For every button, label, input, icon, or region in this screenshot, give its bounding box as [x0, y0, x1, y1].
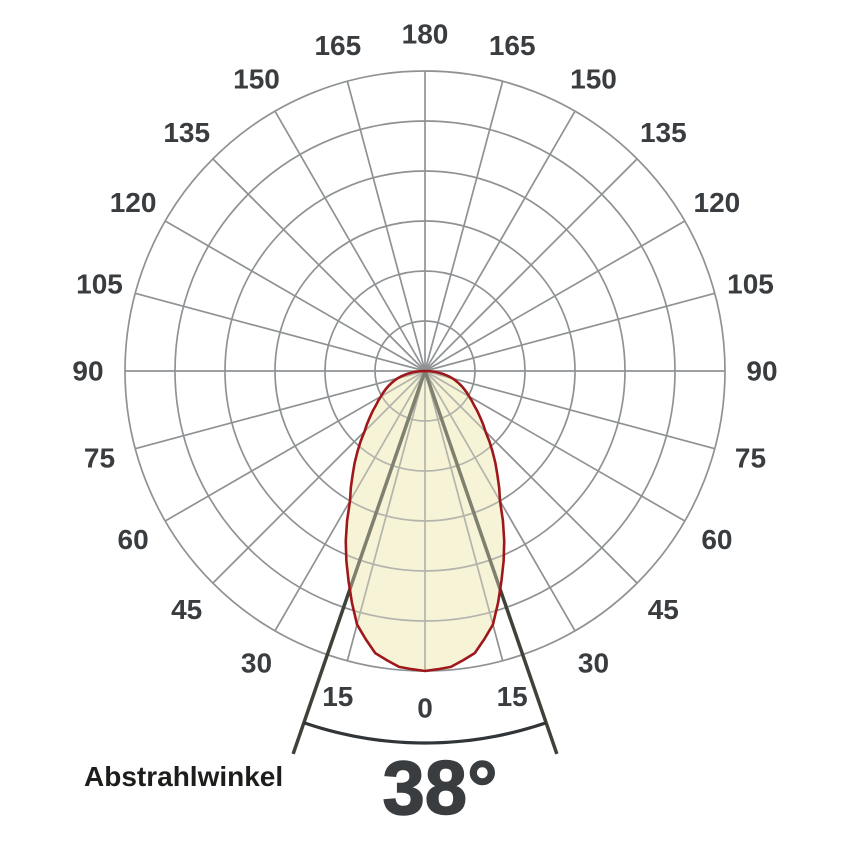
angle-label-0: 0: [417, 693, 433, 724]
beam-angle-lines: [291, 370, 559, 755]
angle-label-150-left: 150: [233, 64, 280, 95]
angle-label-120-left: 120: [110, 187, 157, 218]
angle-label-60-left: 60: [118, 524, 149, 555]
angle-label-75-left: 75: [84, 443, 115, 474]
grid-spoke: [346, 370, 426, 662]
grid-spoke: [134, 370, 426, 450]
grid-spoke: [424, 158, 638, 372]
beam-angle-caption: Abstrahlwinkel: [84, 761, 284, 792]
angle-label-45-left: 45: [171, 594, 202, 625]
grid-spoke: [212, 158, 426, 372]
grid-spoke: [424, 110, 576, 372]
angle-label-135-right: 135: [640, 117, 687, 148]
angle-label-105-left: 105: [76, 268, 123, 299]
beam-angle-line-right: [423, 370, 559, 755]
angle-label-60-right: 60: [701, 524, 732, 555]
angle-label-15-right: 15: [497, 681, 528, 712]
beam-lobe-tint-layer: [345, 371, 505, 671]
angle-label-75-right: 75: [735, 443, 766, 474]
beam-lobe-outline-layer: [344, 369, 506, 673]
angle-scale-labels: 0 15 15 30 30 45 45 60 60 75 75 90 90 105 105 120 120 135…: [72, 19, 777, 724]
angle-label-90-right: 90: [746, 356, 777, 387]
beam-lobe-tint: [345, 371, 505, 671]
angle-label-30-left: 30: [241, 647, 272, 678]
grid-spoke: [134, 292, 426, 372]
grid-spoke: [346, 80, 426, 372]
grid-spoke: [212, 370, 426, 584]
beam-angle-line-left: [291, 370, 427, 755]
angle-label-150-right: 150: [570, 64, 617, 95]
angle-label-120-right: 120: [694, 187, 741, 218]
angle-label-45-right: 45: [648, 594, 679, 625]
angle-label-15-left: 15: [322, 681, 353, 712]
grid-spoke: [424, 370, 638, 584]
angle-label-135-left: 135: [163, 117, 210, 148]
grid-spoke: [424, 220, 686, 372]
angle-label-165-left: 165: [314, 30, 361, 61]
grid-spoke: [424, 292, 716, 372]
grid-spoke: [424, 80, 504, 372]
beam-lobe-outline: [344, 369, 506, 673]
grid-spoke: [424, 370, 504, 662]
grid-spoke: [164, 220, 426, 372]
beam-angle-value: 38°: [382, 746, 498, 831]
angle-label-180-right: 180: [402, 19, 449, 50]
beam-angle-arc: [303, 721, 547, 745]
grid-spoke: [274, 110, 426, 372]
angle-label-30-right: 30: [578, 647, 609, 678]
angle-label-105-right: 105: [727, 268, 774, 299]
beam-angle-arc-layer: [303, 721, 547, 745]
angle-label-90-left: 90: [72, 356, 103, 387]
angle-label-165-right: 165: [489, 30, 536, 61]
grid-spoke: [424, 370, 716, 450]
